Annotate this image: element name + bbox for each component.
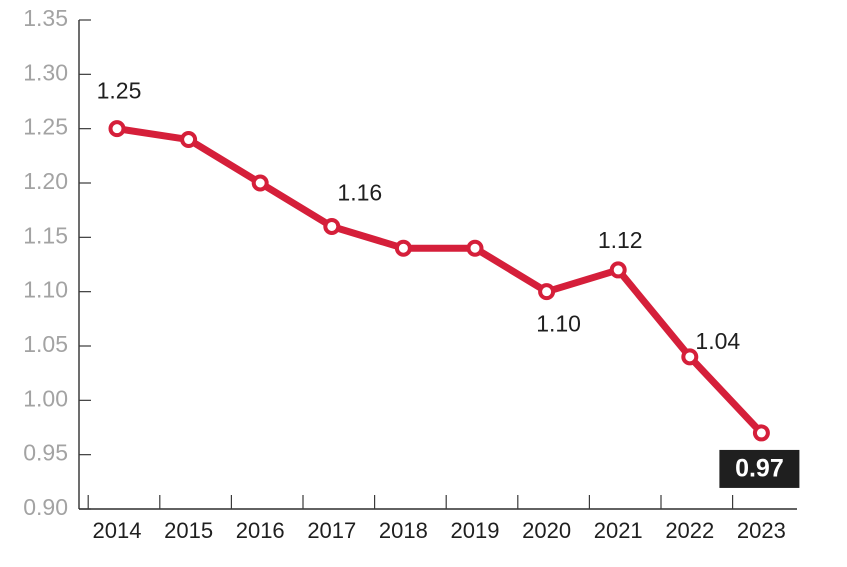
data-point-2023 [752,424,770,442]
x-tick-label: 2015 [164,518,213,543]
data-point-2017 [323,217,341,235]
y-tick-label: 0.90 [23,494,68,520]
highlight-label-box [719,449,800,488]
data-point-2019 [466,239,484,257]
y-tick-label: 1.20 [23,168,68,194]
x-tick-label: 2020 [522,518,571,543]
data-point-2022 [681,348,699,366]
data-point-2021 [609,261,627,279]
x-axis: 2014 2015 2016 2017 2018 2019 2020 2021 2022 2023 [79,495,797,543]
y-tick-label: 1.00 [23,385,68,411]
data-point-2016 [251,174,269,192]
y-tick-label: 1.15 [23,222,68,248]
x-tick-label: 2017 [307,518,356,543]
y-axis: 0.90 0.95 1.00 1.05 1.10 1.15 1.20 1.25 1.30 1.35 [23,5,91,520]
x-tick-label: 2018 [379,518,428,543]
y-tick-label: 1.05 [23,331,68,357]
data-label: 1.12 [598,227,643,253]
x-tick-label: 2023 [737,518,786,543]
series-group [113,125,765,437]
data-labels: 1.25 1.16 1.10 1.12 1.04 0.97 [97,78,800,488]
data-label: 1.25 [97,78,142,104]
data-label-highlight: 0.97 [735,455,784,483]
data-point-2015 [180,131,198,149]
data-label: 1.04 [695,328,740,354]
data-point-2014 [108,120,126,138]
y-tick-label: 0.95 [23,440,68,466]
y-tick-label: 1.10 [23,277,68,303]
x-tick-label: 2019 [451,518,500,543]
y-tick-label: 1.25 [23,114,68,140]
y-tick-label: 1.35 [23,5,68,31]
series-line [113,125,765,437]
y-tick-label: 1.30 [23,59,68,85]
x-tick-label: 2016 [236,518,285,543]
x-tick-label: 2014 [93,518,142,543]
x-tick-label: 2021 [594,518,643,543]
data-label: 1.16 [337,180,382,206]
series-points [108,120,770,442]
data-point-2020 [538,283,556,301]
x-tick-label: 2022 [665,518,714,543]
data-point-2018 [394,239,412,257]
data-label: 1.10 [536,311,581,337]
